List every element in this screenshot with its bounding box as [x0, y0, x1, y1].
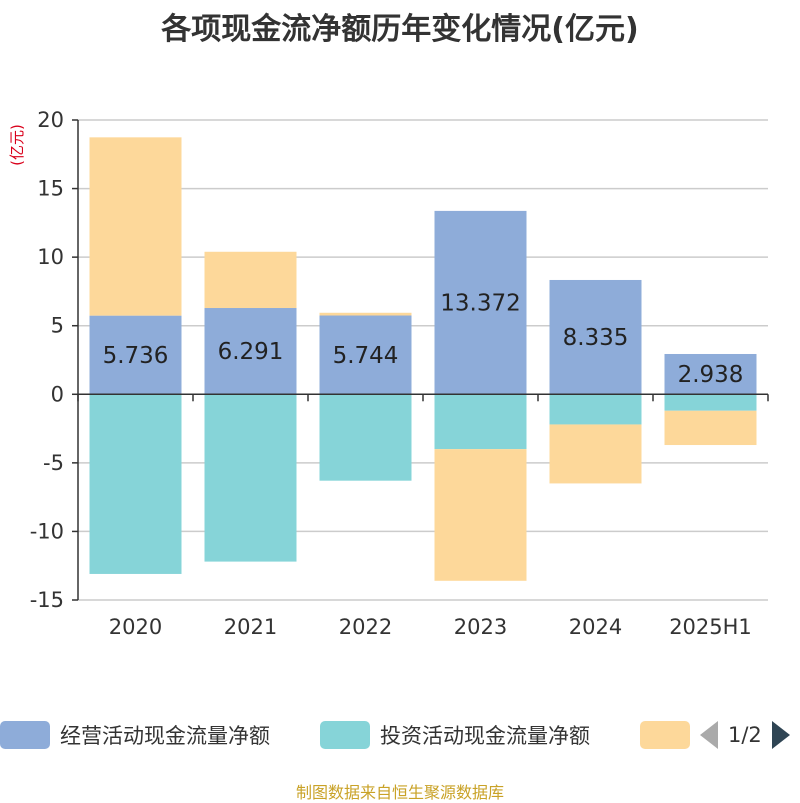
bar-series-1	[204, 394, 297, 562]
bar-series-0	[664, 353, 757, 395]
y-tick-label: 10	[37, 245, 64, 269]
x-tick-label: 2025H1	[669, 615, 752, 639]
legend-swatch-financing	[640, 721, 690, 749]
bar-series-2	[204, 251, 297, 309]
legend: 经营活动现金流量净额 投资活动现金流量净额 1/2	[0, 717, 800, 753]
grid-lines	[78, 119, 768, 601]
bar-series-1	[319, 394, 412, 481]
bar-series-2	[319, 312, 412, 316]
bar-value-label: 2.938	[678, 362, 744, 388]
bar-series-1	[664, 394, 757, 411]
bar-series-0	[89, 315, 182, 395]
legend-pager: 1/2	[700, 717, 790, 753]
y-tick-label: 20	[37, 108, 64, 132]
data-source-note: 制图数据来自恒生聚源数据库	[295, 783, 504, 802]
bar-series-0	[549, 279, 642, 395]
x-tick-label: 2023	[454, 615, 507, 639]
x-tick-label: 2024	[569, 615, 622, 639]
bar-series-2	[434, 449, 527, 581]
bar-value-label: 6.291	[218, 339, 284, 365]
bar-series-1	[549, 394, 642, 425]
bar-series	[89, 137, 757, 581]
legend-item-financing[interactable]	[640, 717, 690, 753]
next-page-icon[interactable]	[771, 721, 790, 749]
bar-value-label: 13.372	[440, 291, 520, 317]
legend-swatch-investing	[320, 721, 370, 749]
x-tick-label: 2022	[339, 615, 392, 639]
bar-series-1	[434, 394, 527, 450]
legend-swatch-operating	[0, 721, 50, 749]
y-tick-label: -10	[30, 519, 64, 543]
x-tick-label: 2020	[109, 615, 162, 639]
legend-label-operating: 经营活动现金流量净额	[60, 724, 270, 748]
bar-series-0	[319, 315, 412, 395]
bar-series-2	[664, 410, 757, 446]
bar-series-2	[549, 424, 642, 484]
legend-item-investing[interactable]: 投资活动现金流量净额	[320, 717, 590, 753]
bar-series-0	[204, 308, 297, 395]
bar-chart: 20 15 10 5 0 -5 -10 -15 2020 2021 2022 2023 2024 2025…	[8, 108, 769, 639]
x-tick-label: 2021	[224, 615, 277, 639]
legend-page-indicator: 1/2	[728, 723, 762, 747]
chart-title: 各项现金流净额历年变化情况(亿元)	[161, 12, 639, 47]
bar-value-label: 5.736	[103, 343, 169, 369]
bar-series-2	[89, 137, 182, 316]
bar-value-label: 5.744	[333, 343, 399, 369]
data-labels: 5.736 6.291 5.744 13.372 8.335 2.938	[103, 291, 744, 389]
bar-series-1	[89, 394, 182, 574]
y-tick-label: 0	[51, 382, 64, 406]
axes: 20 15 10 5 0 -5 -10 -15 2020 2021 2022 2023 2024 2025…	[30, 108, 769, 639]
prev-page-icon[interactable]	[700, 721, 718, 749]
legend-label-investing: 投资活动现金流量净额	[380, 724, 590, 748]
legend-item-operating[interactable]: 经营活动现金流量净额	[0, 717, 270, 753]
y-tick-label: 15	[37, 177, 64, 201]
bar-value-label: 8.335	[563, 325, 629, 351]
bar-series-0	[434, 210, 527, 395]
y-tick-label: 5	[51, 314, 64, 338]
y-tick-label: -5	[43, 451, 64, 475]
y-tick-label: -15	[30, 588, 64, 612]
y-axis-label: (亿元)	[8, 124, 26, 166]
